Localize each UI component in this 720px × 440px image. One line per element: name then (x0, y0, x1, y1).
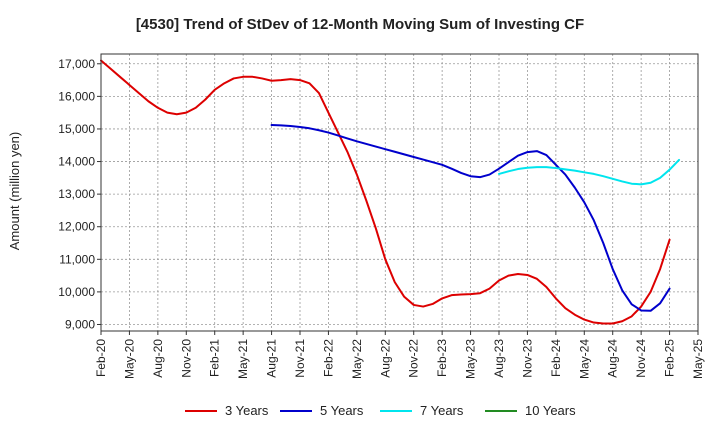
x-tick-label: Feb-21 (208, 339, 222, 377)
series-line-5-years (270, 124, 671, 312)
x-tick-label: May-23 (464, 339, 478, 379)
chart-title: [4530] Trend of StDev of 12-Month Moving… (136, 16, 584, 33)
x-tick-label: Aug-21 (265, 339, 279, 378)
y-axis-label: Amount (million yen) (7, 132, 22, 251)
x-tick-label: May-20 (122, 339, 136, 379)
x-tick-label: Feb-22 (321, 339, 335, 377)
x-tick-label: Nov-24 (634, 339, 648, 378)
x-tick-label: Aug-20 (151, 339, 165, 378)
series-line-7-years (498, 158, 681, 186)
y-tick-label: 11,000 (59, 252, 95, 266)
x-tick-label: Feb-23 (435, 339, 449, 377)
x-tick-label: May-25 (691, 339, 705, 379)
y-tick-label: 12,000 (58, 220, 95, 234)
y-tick-label: 15,000 (58, 122, 95, 136)
y-tick-label: 9,000 (65, 317, 95, 331)
x-tick-label: Nov-20 (179, 339, 193, 378)
legend-label-5-years: 5 Years (320, 403, 364, 418)
x-tick-label: May-22 (350, 339, 364, 379)
y-tick-label: 14,000 (58, 155, 95, 169)
series-line-3-years (100, 59, 671, 325)
y-tick-label: 13,000 (58, 187, 95, 201)
x-tick-label: Aug-23 (492, 339, 506, 378)
plot-area (101, 54, 698, 331)
x-tick-label: Feb-25 (663, 339, 677, 377)
legend-label-7-years: 7 Years (420, 403, 464, 418)
x-tick-label: Nov-21 (293, 339, 307, 378)
x-tick-label: Nov-22 (407, 339, 421, 378)
x-tick-label: Aug-24 (606, 339, 620, 378)
y-tick-label: 10,000 (58, 285, 95, 299)
y-tick-labels: 9,000 10,000 11,000 12,000 13,000 14,000 15,00… (58, 57, 101, 331)
x-tick-label: May-24 (577, 339, 591, 379)
x-tick-label: Feb-20 (94, 339, 108, 377)
y-tick-label: 16,000 (58, 89, 95, 103)
legend-label-3-years: 3 Years (225, 403, 269, 418)
y-tick-label: 17,000 (58, 57, 95, 71)
grid-lines (100, 54, 699, 331)
series-layer (100, 59, 681, 325)
plot-border (100, 53, 699, 332)
x-tick-label: Nov-23 (520, 339, 534, 378)
x-tick-label: May-21 (236, 339, 250, 379)
legend-label-10-years: 10 Years (525, 403, 576, 418)
x-tick-label: Feb-24 (549, 339, 563, 377)
legend: 3 Years 5 Years 7 Years 10 Years (185, 403, 576, 418)
x-tick-label: Aug-22 (378, 339, 392, 378)
x-tick-labels: Feb-20 May-20 Aug-20 Nov-20 Feb-21 May-21 Aug-… (94, 331, 705, 379)
